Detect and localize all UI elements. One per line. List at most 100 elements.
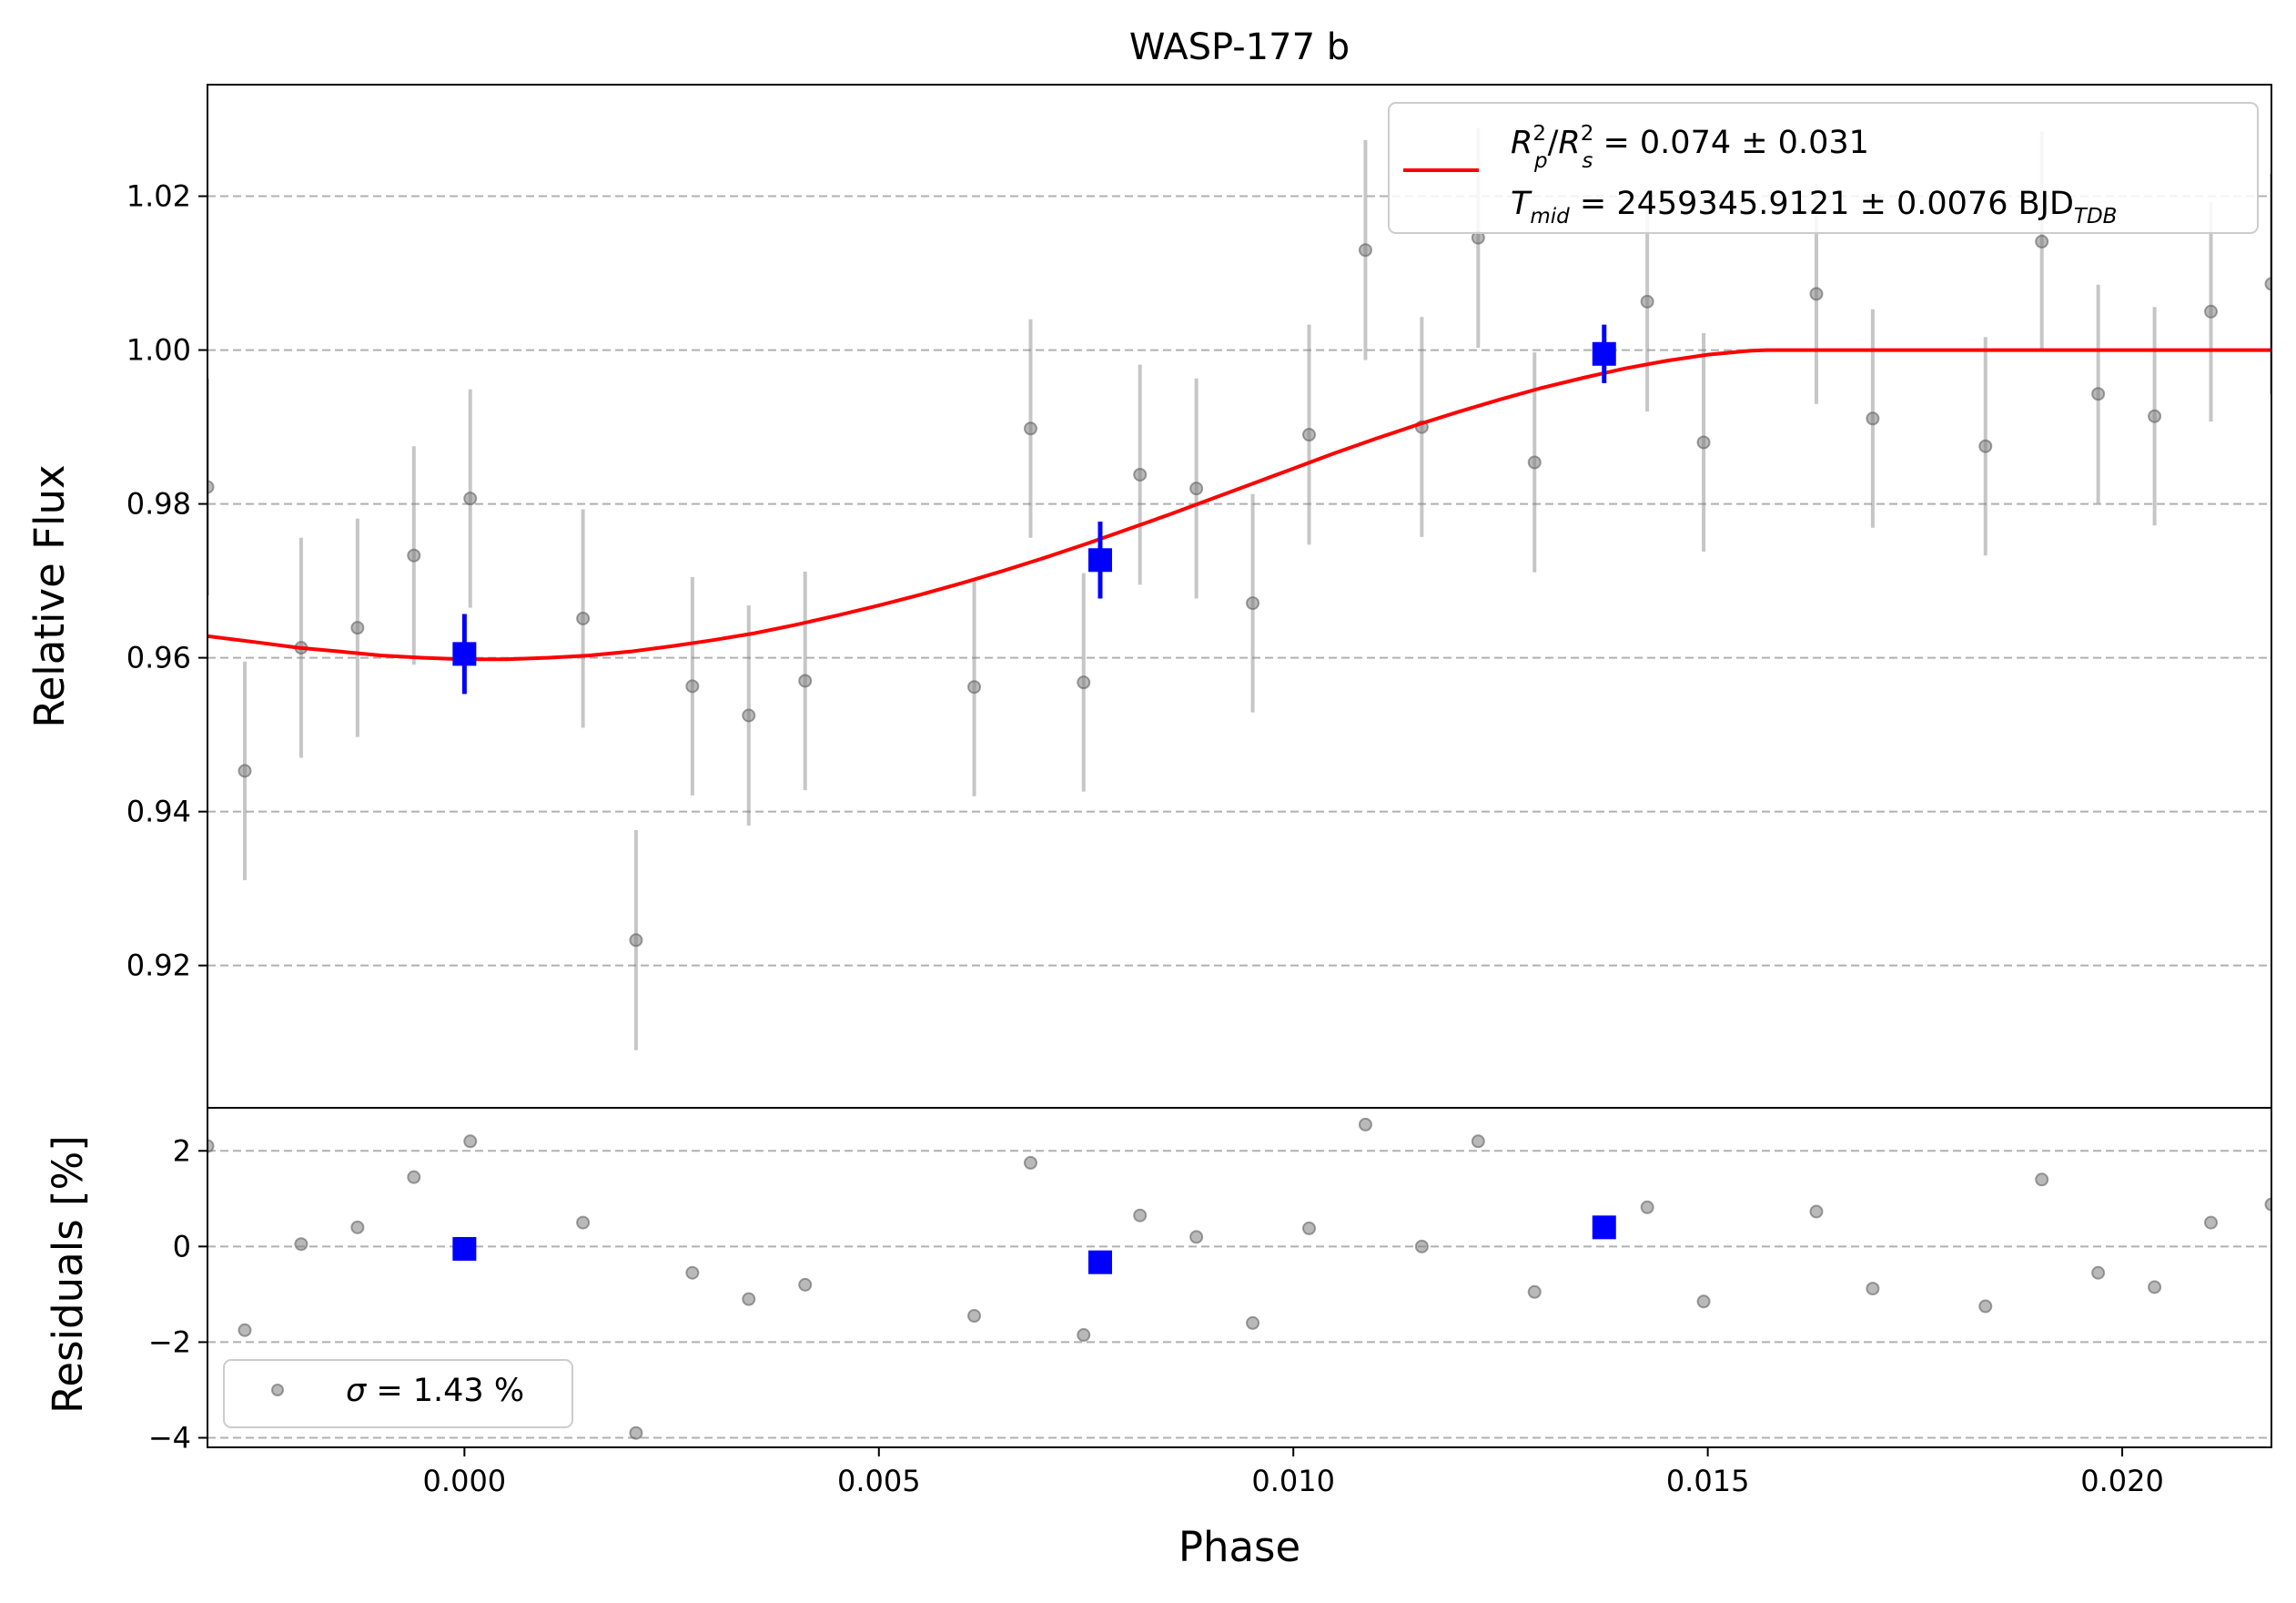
residual-axes-frame bbox=[207, 1107, 2272, 1448]
residual-binned-point bbox=[1087, 1250, 1112, 1274]
residual-legend-marker bbox=[271, 1384, 284, 1396]
flux-y-tick-label: 0.94 bbox=[126, 795, 191, 829]
flux-point bbox=[1133, 467, 1148, 482]
residual-point bbox=[629, 1425, 643, 1440]
flux-legend: R2 p/R2 s = 0.074 ± 0.031 Tmid = 2459345.9… bbox=[1388, 102, 2259, 234]
flux-binned-point bbox=[1087, 548, 1112, 573]
flux-point bbox=[2264, 277, 2271, 291]
flux-gridlines bbox=[207, 195, 2271, 967]
flux-point bbox=[1640, 294, 1654, 309]
residual-binned-point bbox=[1592, 1215, 1616, 1240]
flux-y-ticks: 0.92 0.94 0.96 0.98 1.00 1.02 bbox=[126, 179, 207, 983]
phase-x-ticks: 0.000 0.005 0.010 0.015 0.020 bbox=[423, 1447, 2164, 1498]
legend-depth-entry: R2 p/R2 s = 0.074 ± 0.031 bbox=[1511, 122, 1869, 173]
flux-point bbox=[1978, 439, 1993, 453]
residual-point bbox=[407, 1170, 421, 1184]
residual-gridlines bbox=[207, 1150, 2271, 1439]
residual-point bbox=[1640, 1200, 1654, 1214]
residual-point bbox=[1809, 1204, 1824, 1219]
residual-point bbox=[2204, 1215, 2219, 1230]
flux-point bbox=[1189, 482, 1204, 496]
flux-point bbox=[1696, 435, 1711, 450]
flux-point bbox=[2091, 387, 2106, 401]
flux-point bbox=[967, 680, 982, 695]
residual-point bbox=[238, 1323, 252, 1337]
flux-point bbox=[742, 708, 756, 723]
residual-point bbox=[1023, 1155, 1037, 1170]
residual-point bbox=[742, 1292, 756, 1306]
flux-binned-point bbox=[452, 642, 477, 666]
flux-point bbox=[1302, 428, 1317, 442]
residual-point bbox=[463, 1134, 478, 1149]
residual-legend: σ = 1.43 % bbox=[223, 1359, 573, 1428]
residual-binned-point bbox=[452, 1236, 477, 1261]
residual-point bbox=[685, 1265, 700, 1280]
phase-x-tick-label: 0.005 bbox=[837, 1464, 921, 1498]
flux-point bbox=[798, 674, 813, 688]
residual-point bbox=[576, 1215, 591, 1230]
residual-point bbox=[1414, 1239, 1429, 1253]
residual-point bbox=[2035, 1172, 2049, 1187]
residual-legend-box bbox=[223, 1359, 573, 1428]
flux-point bbox=[685, 679, 700, 694]
residual-point bbox=[294, 1237, 308, 1252]
residual-plot-area bbox=[207, 1117, 2271, 1440]
flux-point bbox=[207, 480, 215, 494]
residual-y-tick-label: −4 bbox=[148, 1420, 191, 1455]
flux-point bbox=[2204, 304, 2219, 319]
residual-y-tick-label: 2 bbox=[173, 1133, 191, 1168]
residual-y-ticks: −4 −2 0 2 bbox=[148, 1133, 207, 1455]
flux-plot-area bbox=[207, 127, 2271, 1050]
flux-point bbox=[1023, 421, 1037, 436]
residual-point bbox=[350, 1220, 365, 1234]
residual-y-axis-label: Residuals [%] bbox=[44, 1135, 92, 1414]
phase-x-tick-label: 0.020 bbox=[2080, 1464, 2164, 1498]
residual-point bbox=[2264, 1197, 2271, 1212]
phase-x-tick-label: 0.000 bbox=[423, 1464, 507, 1498]
flux-point bbox=[2148, 409, 2162, 423]
flux-point bbox=[2035, 234, 2049, 249]
x-axis-label: Phase bbox=[1178, 1523, 1300, 1571]
flux-point bbox=[629, 933, 643, 948]
flux-point bbox=[1358, 243, 1372, 258]
residual-point bbox=[1866, 1282, 1880, 1296]
flux-point bbox=[1809, 287, 1824, 301]
chart-title: WASP-177 b bbox=[1129, 26, 1350, 68]
residual-point bbox=[1471, 1134, 1485, 1149]
residual-y-tick-label: 0 bbox=[173, 1229, 191, 1263]
flux-y-axis-label: Relative Flux bbox=[25, 464, 74, 727]
flux-point bbox=[1527, 455, 1542, 470]
residual-point bbox=[1527, 1284, 1542, 1299]
residual-point bbox=[207, 1139, 215, 1153]
residual-point bbox=[1189, 1230, 1204, 1244]
residual-sigma-entry: σ = 1.43 % bbox=[346, 1373, 524, 1409]
flux-point bbox=[407, 548, 421, 563]
flux-y-tick-label: 1.02 bbox=[126, 179, 191, 214]
residual-points bbox=[207, 1117, 2271, 1440]
flux-point bbox=[238, 764, 252, 778]
flux-legend-box bbox=[1388, 102, 2259, 234]
flux-point bbox=[1077, 675, 1091, 690]
flux-points bbox=[207, 230, 2271, 948]
legend-tmid-entry: Tmid = 2459345.9121 ± 0.0076 BJDTDB bbox=[1511, 186, 2117, 228]
residual-point bbox=[1696, 1294, 1711, 1309]
residual-point bbox=[1133, 1208, 1148, 1223]
flux-point bbox=[1246, 596, 1260, 611]
flux-y-tick-label: 0.92 bbox=[126, 949, 191, 983]
residual-point bbox=[1358, 1117, 1372, 1131]
residual-point bbox=[967, 1309, 982, 1324]
residual-point bbox=[1302, 1221, 1317, 1235]
residual-point bbox=[2091, 1265, 2106, 1280]
flux-point bbox=[350, 621, 365, 635]
residual-point bbox=[798, 1277, 813, 1292]
flux-y-tick-label: 0.96 bbox=[126, 641, 191, 675]
flux-axes-frame bbox=[207, 84, 2272, 1109]
flux-y-tick-label: 1.00 bbox=[126, 333, 191, 368]
flux-y-tick-label: 0.98 bbox=[126, 487, 191, 522]
flux-point bbox=[1866, 411, 1880, 426]
flux-binned-point bbox=[1592, 341, 1616, 366]
residual-point bbox=[2148, 1280, 2162, 1294]
residual-binned-points bbox=[452, 1215, 1616, 1274]
flux-binned-points bbox=[452, 324, 1616, 695]
flux-errorbars bbox=[207, 127, 2271, 1050]
